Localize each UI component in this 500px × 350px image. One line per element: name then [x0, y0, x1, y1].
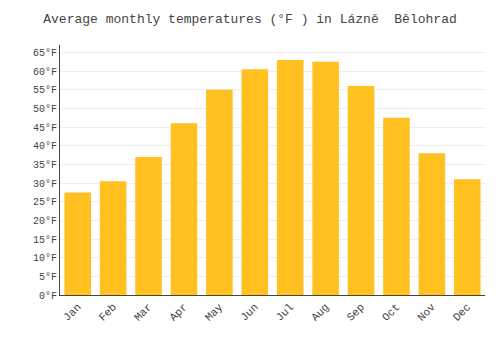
svg-text:Average monthly temperatures (: Average monthly temperatures (°F ) in Lá… — [43, 12, 456, 27]
svg-text:10°F: 10°F — [33, 253, 57, 264]
svg-text:Oct: Oct — [380, 301, 402, 323]
svg-text:Jul: Jul — [274, 301, 296, 323]
svg-text:Apr: Apr — [167, 301, 189, 323]
svg-text:65°F: 65°F — [33, 48, 57, 59]
svg-text:40°F: 40°F — [33, 141, 57, 152]
svg-text:15°F: 15°F — [33, 235, 57, 246]
svg-text:Aug: Aug — [309, 301, 331, 323]
svg-text:50°F: 50°F — [33, 104, 57, 115]
svg-text:Nov: Nov — [415, 301, 438, 324]
svg-text:35°F: 35°F — [33, 160, 57, 171]
svg-text:5°F: 5°F — [39, 272, 57, 283]
svg-text:Jun: Jun — [238, 301, 260, 323]
svg-text:20°F: 20°F — [33, 216, 57, 227]
svg-text:0°F: 0°F — [39, 291, 57, 302]
svg-text:Feb: Feb — [97, 301, 119, 323]
svg-text:Sep: Sep — [345, 301, 367, 323]
svg-text:60°F: 60°F — [33, 67, 57, 78]
svg-text:45°F: 45°F — [33, 123, 57, 134]
svg-text:55°F: 55°F — [33, 85, 57, 96]
svg-text:May: May — [203, 301, 226, 324]
svg-text:Dec: Dec — [451, 301, 473, 323]
svg-text:25°F: 25°F — [33, 197, 57, 208]
svg-text:Jan: Jan — [61, 301, 83, 323]
svg-text:30°F: 30°F — [33, 179, 57, 190]
svg-text:Mar: Mar — [132, 301, 154, 323]
